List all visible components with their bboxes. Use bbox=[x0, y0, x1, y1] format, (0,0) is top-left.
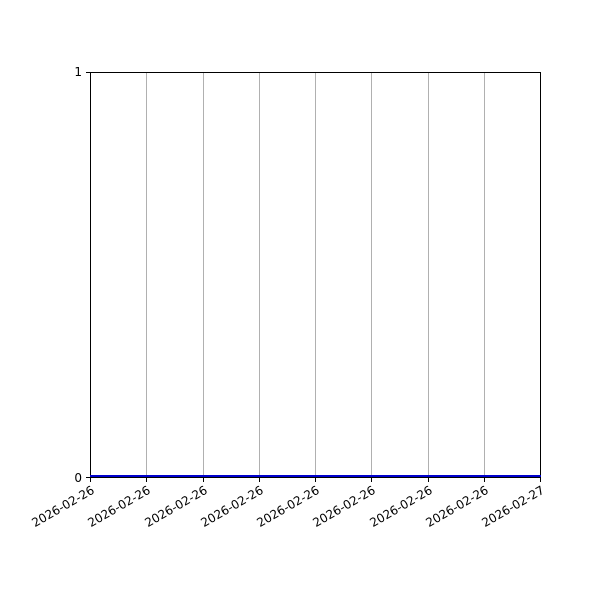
x-tick-label: 2026-02-26 bbox=[310, 483, 378, 530]
x-tick bbox=[540, 478, 541, 482]
x-tick bbox=[484, 478, 485, 482]
x-tick-label: 2026-02-26 bbox=[367, 483, 435, 530]
y-tick bbox=[86, 477, 90, 478]
x-tick bbox=[371, 478, 372, 482]
x-tick bbox=[203, 478, 204, 482]
x-tick bbox=[90, 478, 91, 482]
x-tick-label: 2026-02-26 bbox=[198, 483, 266, 530]
series-line bbox=[90, 475, 541, 477]
y-tick bbox=[86, 72, 90, 73]
gridline bbox=[146, 73, 147, 477]
y-tick-label-0: 0 bbox=[74, 471, 82, 485]
x-tick-label: 2026-02-26 bbox=[142, 483, 210, 530]
x-tick bbox=[146, 478, 147, 482]
gridline bbox=[259, 73, 260, 477]
x-tick-label: 2026-02-26 bbox=[254, 483, 322, 530]
gridline bbox=[315, 73, 316, 477]
gridline bbox=[428, 73, 429, 477]
gridline bbox=[203, 73, 204, 477]
x-tick-label: 2026-02-26 bbox=[29, 483, 97, 530]
y-tick-label-1: 1 bbox=[74, 65, 82, 79]
x-tick-label: 2026-02-26 bbox=[423, 483, 491, 530]
x-tick bbox=[315, 478, 316, 482]
gridline bbox=[484, 73, 485, 477]
gridline bbox=[371, 73, 372, 477]
x-tick bbox=[259, 478, 260, 482]
x-tick-label: 2026-02-27 bbox=[479, 483, 547, 530]
x-tick bbox=[428, 478, 429, 482]
x-tick-label: 2026-02-26 bbox=[85, 483, 153, 530]
